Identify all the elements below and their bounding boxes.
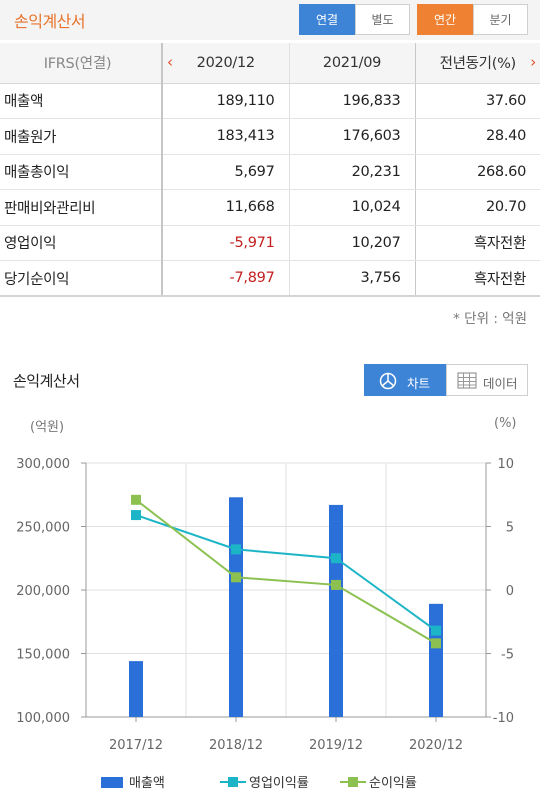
y-left-tick-label: 200,000 bbox=[16, 584, 70, 599]
cell-value: 37.60 bbox=[414, 83, 540, 119]
cell-value: 11,668 bbox=[162, 189, 290, 226]
point-op-margin bbox=[131, 510, 141, 521]
line-op-margin bbox=[135, 514, 437, 632]
table-row: 당기순이익 -7,897 3,756 흑자전환 bbox=[0, 260, 540, 297]
chart-toggle-button[interactable]: 차트 bbox=[364, 364, 446, 396]
cell-value: 10,024 bbox=[289, 189, 415, 226]
point-op-margin bbox=[331, 553, 341, 564]
y-right-tick-label: 0 bbox=[506, 584, 514, 599]
y-right-tick-label: 5 bbox=[506, 521, 514, 536]
cell-value: 183,413 bbox=[162, 118, 290, 155]
x-tick-label: 2020/12 bbox=[409, 738, 463, 753]
point-net-margin bbox=[131, 494, 141, 505]
left-axis-unit: (억원) bbox=[30, 420, 65, 435]
unit-note: * 단위 : 억원 bbox=[453, 311, 527, 327]
x-tick-label: 2019/12 bbox=[309, 738, 363, 753]
cell-value: 196,833 bbox=[289, 83, 415, 119]
cell-value: 189,110 bbox=[162, 83, 290, 119]
y-left-tick-label: 250,000 bbox=[16, 521, 70, 536]
data-toggle-label: 데이터 bbox=[483, 376, 518, 391]
bar-revenue bbox=[329, 504, 343, 717]
annual-button[interactable]: 연간 bbox=[417, 4, 473, 35]
table-row: 매출총이익 5,697 20,231 268.60 bbox=[0, 154, 540, 190]
x-tick-label: 2017/12 bbox=[109, 738, 163, 753]
legend-line-swatch bbox=[340, 777, 366, 787]
y-left-tick-label: 300,000 bbox=[16, 457, 70, 472]
table-row: 매출원가 183,413 176,603 28.40 bbox=[0, 118, 540, 155]
cell-value: 28.40 bbox=[414, 118, 540, 155]
legend-item-op-margin: 영업이익률 bbox=[220, 772, 309, 791]
point-net-margin bbox=[231, 572, 241, 583]
cell-value: 흑자전환 bbox=[414, 260, 540, 297]
line-net-margin bbox=[135, 499, 437, 645]
page-title: 손익계산서 bbox=[14, 12, 86, 31]
row-label: 판매비와관리비 bbox=[0, 189, 163, 226]
point-net-margin bbox=[331, 579, 341, 590]
next-arrow-icon[interactable]: › bbox=[530, 53, 536, 71]
cell-value-negative: -7,897 bbox=[162, 260, 290, 297]
point-op-margin bbox=[431, 625, 441, 636]
cell-value: 흑자전환 bbox=[414, 225, 540, 261]
consolidated-button[interactable]: 연결 bbox=[299, 4, 355, 35]
bar-revenue bbox=[429, 603, 443, 717]
cell-value: 3,756 bbox=[289, 260, 415, 297]
pie-chart-icon bbox=[379, 372, 397, 390]
row-label: 당기순이익 bbox=[0, 260, 163, 297]
quarterly-button[interactable]: 분기 bbox=[473, 4, 528, 35]
right-axis-unit: (%) bbox=[494, 416, 517, 431]
legend-label: 순이익률 bbox=[369, 776, 417, 791]
legend-line-swatch bbox=[220, 777, 246, 787]
cell-value: 20.70 bbox=[414, 189, 540, 226]
table-grid-icon bbox=[457, 372, 477, 389]
chart-toggle-label: 차트 bbox=[407, 376, 431, 391]
cell-value-negative: -5,971 bbox=[162, 225, 290, 261]
y-right-tick-label: -10 bbox=[493, 711, 514, 726]
column-header-yoy: 전년동기(%) › bbox=[414, 43, 540, 84]
income-chart: 300,000 250,000 200,000 150,000 100,000 10 5 0 -… bbox=[16, 457, 514, 753]
legend-label: 매출액 bbox=[129, 776, 165, 791]
row-label: 매출액 bbox=[0, 83, 163, 119]
point-op-margin bbox=[231, 544, 241, 555]
legend-item-revenue: 매출액 bbox=[101, 772, 165, 791]
column-header-label: 전년동기(%) bbox=[439, 56, 517, 73]
header-bar: 손익계산서 연결 별도 연간 분기 bbox=[0, 0, 540, 40]
column-header-period-2: 2021/09 bbox=[289, 43, 415, 84]
chart-section-title: 손익계산서 bbox=[13, 372, 80, 390]
table-row: 매출액 189,110 196,833 37.60 bbox=[0, 83, 540, 119]
separate-button[interactable]: 별도 bbox=[355, 4, 410, 35]
column-header-basis: IFRS(연결) bbox=[0, 43, 163, 84]
y-left-tick-label: 100,000 bbox=[16, 711, 70, 726]
row-label: 매출원가 bbox=[0, 118, 163, 155]
cell-value: 176,603 bbox=[289, 118, 415, 155]
cell-value: 10,207 bbox=[289, 225, 415, 261]
table-row: 영업이익 -5,971 10,207 흑자전환 bbox=[0, 225, 540, 261]
bar-revenue bbox=[229, 497, 243, 717]
legend-label: 영업이익률 bbox=[249, 776, 309, 791]
data-toggle-button[interactable]: 데이터 bbox=[446, 364, 528, 396]
y-right-tick-label: 10 bbox=[497, 457, 514, 472]
cell-value: 20,231 bbox=[289, 154, 415, 190]
column-header-label: 2020/12 bbox=[196, 54, 255, 71]
y-left-tick-label: 150,000 bbox=[16, 648, 70, 663]
row-label: 매출총이익 bbox=[0, 154, 163, 190]
row-label: 영업이익 bbox=[0, 225, 163, 261]
table-bottom-divider bbox=[0, 295, 540, 297]
legend-bar-swatch bbox=[101, 777, 123, 788]
cell-value: 268.60 bbox=[414, 154, 540, 190]
income-statement-table: IFRS(연결) ‹ 2020/12 2021/09 전년동기(%) › 매출액… bbox=[0, 43, 540, 297]
point-net-margin bbox=[431, 638, 441, 649]
table-header-row: IFRS(연결) ‹ 2020/12 2021/09 전년동기(%) › bbox=[0, 43, 540, 84]
prev-arrow-icon[interactable]: ‹ bbox=[167, 53, 173, 71]
table-row: 판매비와관리비 11,668 10,024 20.70 bbox=[0, 189, 540, 226]
legend-item-net-margin: 순이익률 bbox=[340, 772, 417, 791]
bar-revenue bbox=[129, 661, 143, 717]
cell-value: 5,697 bbox=[162, 154, 290, 190]
y-right-tick-label: -5 bbox=[501, 648, 514, 663]
column-header-period-1: ‹ 2020/12 bbox=[162, 43, 290, 84]
x-tick-label: 2018/12 bbox=[209, 738, 263, 753]
